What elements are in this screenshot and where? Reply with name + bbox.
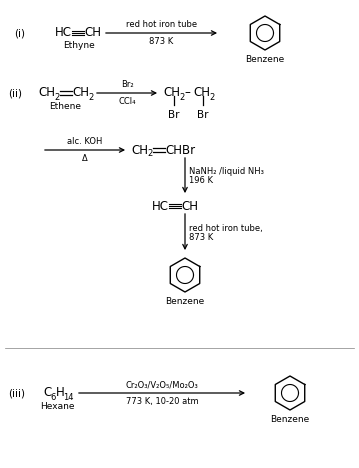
Text: 196 K: 196 K xyxy=(189,176,213,185)
Text: C: C xyxy=(43,387,51,400)
Text: Br: Br xyxy=(168,110,180,120)
Text: 773 K, 10-20 atm: 773 K, 10-20 atm xyxy=(126,397,198,406)
Text: Ethene: Ethene xyxy=(49,102,81,111)
Text: 2: 2 xyxy=(209,93,214,102)
Text: CHBr: CHBr xyxy=(165,144,195,156)
Text: Hexane: Hexane xyxy=(40,402,74,411)
Text: CH: CH xyxy=(84,27,101,39)
Text: CH: CH xyxy=(163,87,180,100)
Text: 6: 6 xyxy=(50,393,55,402)
Text: H: H xyxy=(56,387,65,400)
Text: HC: HC xyxy=(152,199,169,212)
Text: Cr₂O₃/V₂O₅/Mo₂O₃: Cr₂O₃/V₂O₅/Mo₂O₃ xyxy=(126,380,199,389)
Text: 14: 14 xyxy=(63,393,74,402)
Text: Ethyne: Ethyne xyxy=(63,41,95,50)
Text: (i): (i) xyxy=(14,28,25,38)
Text: (iii): (iii) xyxy=(8,388,25,398)
Text: 2: 2 xyxy=(179,93,184,102)
Text: CCl₄: CCl₄ xyxy=(118,97,136,106)
Text: CH: CH xyxy=(131,144,148,156)
Text: HC: HC xyxy=(55,27,72,39)
Text: CH: CH xyxy=(193,87,210,100)
Text: Benzene: Benzene xyxy=(270,415,309,424)
Text: Benzene: Benzene xyxy=(245,55,285,64)
Text: (ii): (ii) xyxy=(8,88,22,98)
Text: Br₂: Br₂ xyxy=(121,80,133,89)
Text: Benzene: Benzene xyxy=(165,297,205,306)
Text: 873 K: 873 K xyxy=(189,233,213,241)
Text: CH: CH xyxy=(72,87,89,100)
Text: 873 K: 873 K xyxy=(149,37,174,46)
Text: red hot iron tube: red hot iron tube xyxy=(126,20,197,29)
Text: 2: 2 xyxy=(88,93,93,102)
Text: NaNH₂ /liquid NH₃: NaNH₂ /liquid NH₃ xyxy=(189,167,264,176)
Text: CH: CH xyxy=(181,199,198,212)
Text: 2: 2 xyxy=(54,93,59,102)
Text: alc. KOH: alc. KOH xyxy=(67,137,103,146)
Text: red hot iron tube,: red hot iron tube, xyxy=(189,224,263,233)
Text: Br: Br xyxy=(197,110,209,120)
Text: –: – xyxy=(184,87,190,100)
Text: Δ: Δ xyxy=(82,154,88,163)
Text: CH: CH xyxy=(38,87,55,100)
Text: 2: 2 xyxy=(147,149,152,159)
